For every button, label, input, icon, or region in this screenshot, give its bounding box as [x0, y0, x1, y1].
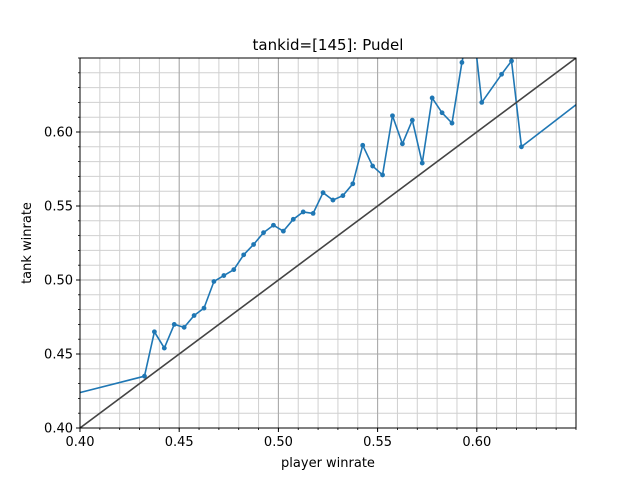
data-point	[310, 211, 316, 216]
y-tick-label: 0.55	[44, 200, 73, 215]
data-point	[241, 252, 247, 258]
data-point	[390, 113, 395, 119]
chart-title: tankid=[145]: Pudel	[253, 36, 404, 54]
data-point	[439, 110, 445, 116]
data-point	[142, 373, 147, 379]
x-tick-label: 0.60	[462, 435, 491, 450]
data-point	[469, 11, 474, 16]
data-point	[171, 322, 177, 327]
y-tick-label: 0.40	[44, 422, 73, 437]
data-point	[499, 71, 504, 77]
data-point	[251, 242, 256, 247]
y-tick-label: 0.50	[44, 274, 73, 289]
x-tick-label: 0.45	[165, 435, 194, 450]
data-point	[330, 197, 336, 203]
data-point	[300, 209, 306, 215]
data-point	[459, 60, 465, 65]
data-point	[380, 172, 385, 178]
winrate-series-line	[80, 58, 576, 394]
data-point	[290, 216, 296, 222]
data-point	[409, 117, 415, 123]
data-point	[479, 100, 485, 105]
data-point	[509, 58, 514, 64]
data-point	[519, 144, 524, 150]
data-point	[181, 324, 187, 330]
data-point	[161, 345, 167, 351]
data-point	[152, 329, 157, 335]
y-tick-label: 0.45	[44, 348, 73, 363]
y-axis-label: tank winrate	[20, 202, 35, 284]
data-point	[201, 305, 207, 311]
series-layer	[80, 11, 576, 428]
axis-ticks: 0.40 0.45 0.50 0.55 0.60 0.40 0.45 0.50 0.55 0.60	[44, 57, 577, 450]
data-point	[191, 313, 197, 318]
data-point	[211, 279, 217, 284]
data-point	[221, 273, 227, 278]
x-tick-label: 0.50	[264, 435, 293, 450]
data-point	[261, 230, 266, 236]
data-point	[231, 267, 237, 273]
data-point	[340, 193, 346, 199]
data-point	[400, 141, 405, 147]
y-tick-label: 0.60	[44, 126, 73, 141]
data-point	[429, 95, 435, 101]
plot-frame	[79, 57, 577, 429]
x-axis-label: player winrate	[281, 456, 375, 471]
data-point	[449, 120, 455, 126]
data-point	[271, 222, 276, 228]
data-point	[320, 190, 326, 196]
x-tick-label: 0.40	[66, 435, 95, 450]
data-point	[419, 160, 425, 166]
data-point	[280, 228, 286, 234]
data-point	[370, 163, 376, 169]
data-point	[360, 142, 366, 148]
data-point	[350, 181, 356, 187]
reference-diagonal-line	[80, 58, 576, 428]
x-tick-label: 0.55	[363, 435, 392, 450]
